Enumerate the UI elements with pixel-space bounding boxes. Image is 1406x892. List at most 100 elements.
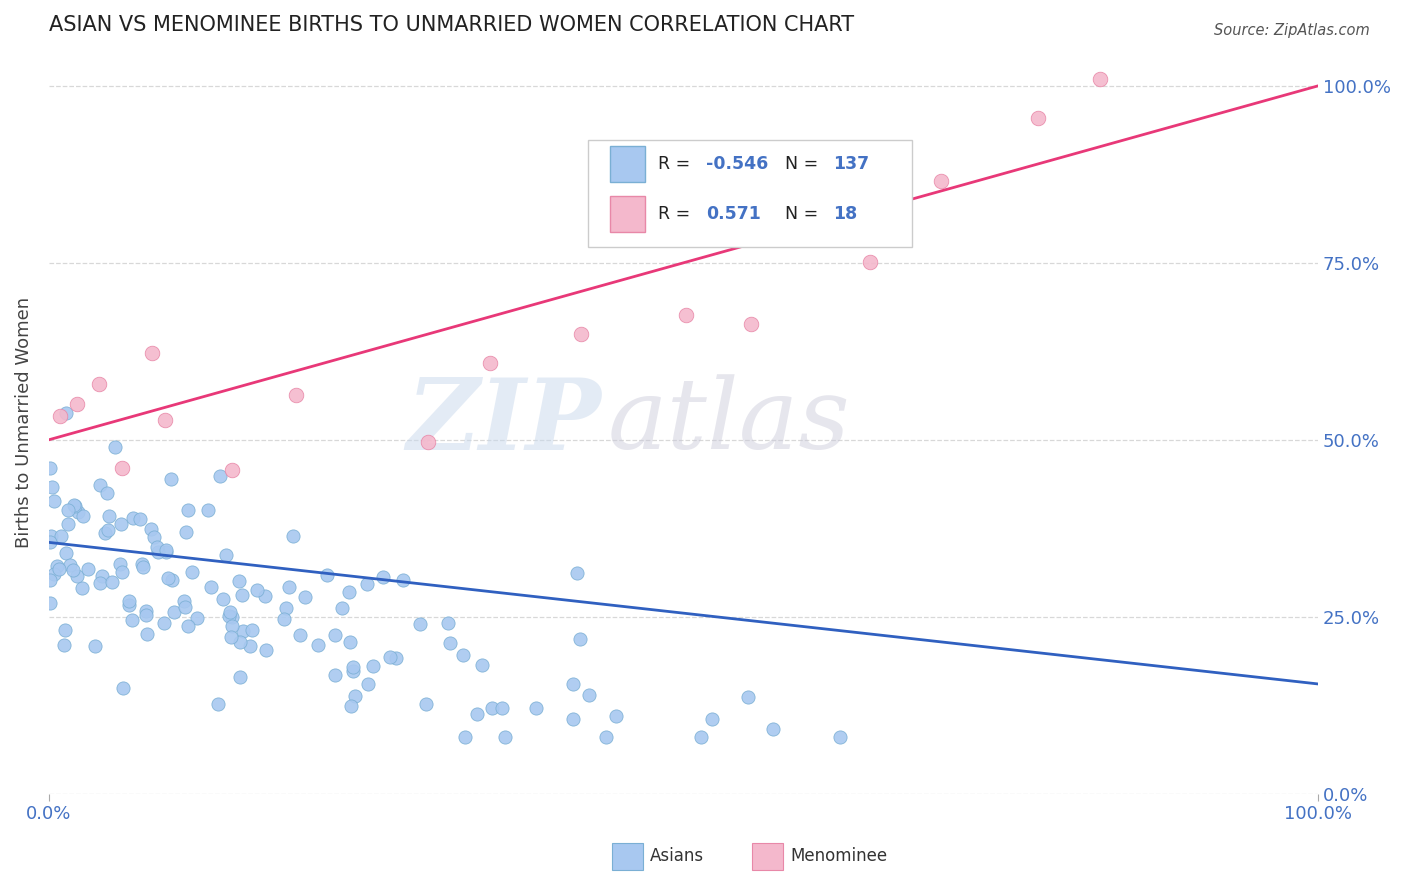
Point — [373, 570, 395, 584]
Point — [87, 377, 110, 392]
Point — [56, 517, 79, 532]
Point — [274, 601, 297, 615]
Text: ASIAN VS MENOMINEE BIRTHS TO UNMARRIED WOMEN CORRELATION CHART: ASIAN VS MENOMINEE BIRTHS TO UNMARRIED W… — [49, 15, 853, 35]
Point — [391, 573, 413, 587]
Point — [471, 658, 494, 673]
Point — [122, 511, 145, 525]
Point — [132, 559, 155, 574]
Point — [339, 635, 361, 649]
Point — [221, 610, 243, 624]
Point — [146, 540, 169, 554]
Point — [290, 628, 312, 642]
Text: Menominee: Menominee — [790, 847, 887, 865]
Point — [229, 635, 252, 649]
Point — [39, 461, 62, 475]
Point — [1088, 71, 1111, 86]
Point — [273, 612, 295, 626]
Text: 0.571: 0.571 — [706, 205, 761, 223]
Point — [55, 406, 77, 420]
Text: 137: 137 — [834, 155, 869, 173]
Text: R =: R = — [658, 205, 696, 223]
Point — [209, 469, 232, 483]
Point — [111, 460, 134, 475]
Point — [231, 589, 253, 603]
Point — [186, 611, 208, 625]
Point — [52, 638, 75, 652]
Point — [89, 575, 111, 590]
Text: N =: N = — [785, 205, 824, 223]
Point — [569, 632, 592, 647]
Point — [56, 503, 79, 517]
Point — [177, 618, 200, 632]
Point — [160, 472, 183, 486]
Point — [215, 548, 238, 562]
Point — [94, 525, 117, 540]
Point — [160, 574, 183, 588]
Point — [174, 524, 197, 539]
Point — [342, 659, 364, 673]
Point — [111, 566, 134, 580]
Point — [181, 566, 204, 580]
Point — [378, 649, 401, 664]
Point — [112, 681, 135, 696]
Point — [356, 577, 378, 591]
Point — [153, 413, 176, 427]
Point — [72, 508, 94, 523]
Point — [325, 668, 347, 682]
FancyBboxPatch shape — [610, 146, 645, 182]
Point — [135, 607, 157, 622]
Point — [481, 701, 503, 715]
Point — [39, 528, 62, 542]
Point — [42, 567, 65, 582]
Point — [118, 598, 141, 612]
Point — [110, 516, 132, 531]
Point — [65, 397, 87, 411]
Point — [157, 571, 180, 585]
Point — [53, 624, 76, 638]
Point — [221, 463, 243, 477]
Point — [700, 712, 723, 726]
Point — [415, 697, 437, 711]
Point — [323, 628, 346, 642]
Point — [84, 640, 107, 654]
Point — [98, 509, 121, 524]
Point — [108, 557, 131, 571]
Point — [207, 697, 229, 711]
Point — [197, 503, 219, 517]
Point — [605, 709, 627, 723]
Point — [62, 498, 84, 512]
Point — [494, 730, 516, 744]
Point — [361, 659, 384, 673]
Text: Asians: Asians — [650, 847, 703, 865]
Point — [246, 583, 269, 598]
Point — [228, 574, 250, 588]
Point — [569, 326, 592, 341]
Point — [76, 561, 98, 575]
Text: ZIP: ZIP — [406, 374, 600, 470]
Point — [565, 566, 588, 580]
Point — [146, 545, 169, 559]
Point — [67, 505, 90, 519]
Point — [96, 486, 118, 500]
Point — [152, 615, 174, 630]
Point — [284, 388, 307, 402]
Point — [66, 568, 89, 582]
Point — [1026, 111, 1049, 125]
Point — [39, 534, 62, 549]
Point — [96, 523, 118, 537]
Point — [929, 173, 952, 187]
Point — [451, 648, 474, 662]
Point — [141, 346, 163, 360]
Point — [595, 730, 617, 744]
Point — [254, 642, 277, 657]
Point — [219, 605, 242, 619]
Point — [801, 206, 824, 220]
Point — [454, 730, 477, 744]
FancyBboxPatch shape — [588, 140, 912, 247]
Point — [174, 599, 197, 614]
Text: -0.546: -0.546 — [706, 155, 769, 173]
Point — [59, 558, 82, 573]
Point — [104, 440, 127, 454]
Point — [356, 677, 378, 691]
Point — [294, 591, 316, 605]
